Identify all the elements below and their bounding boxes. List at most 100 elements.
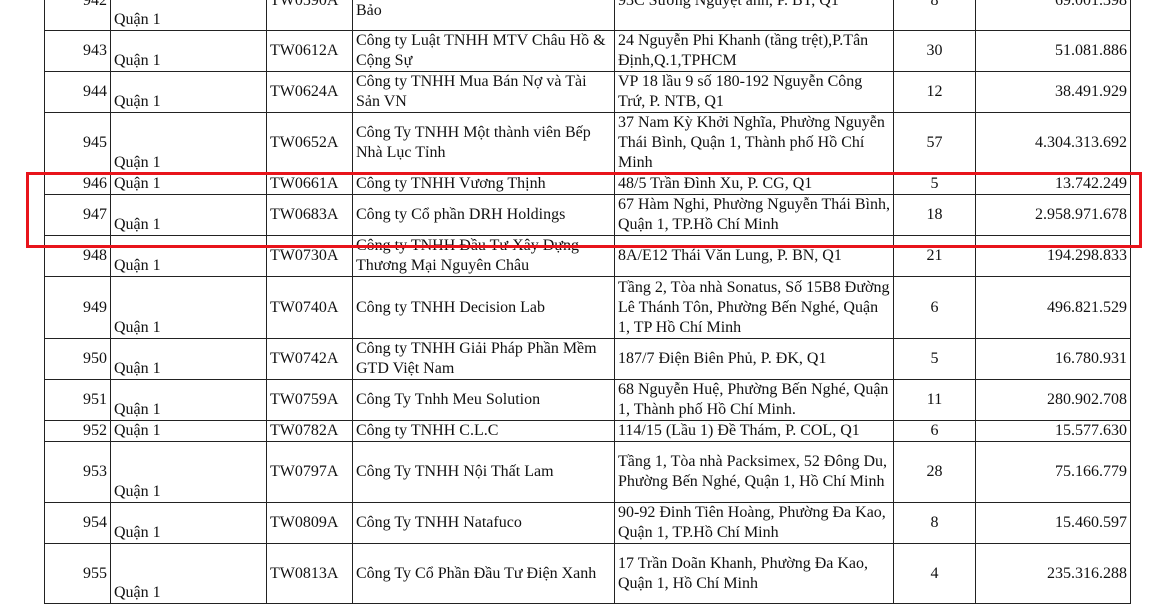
cell-company: Công Ty TNHH Natafuco bbox=[352, 502, 615, 544]
cell-no: 948 bbox=[44, 235, 111, 277]
cell-district: Quận 1 bbox=[110, 276, 267, 339]
cell-employees: 5 bbox=[893, 338, 976, 380]
cell-district: Quận 1 bbox=[110, 30, 267, 72]
table-row: 945 Quận 1 TW0652A Công Ty TNHH Một thành v… bbox=[44, 112, 1131, 174]
cell-district: Quận 1 bbox=[110, 194, 267, 236]
cell-address: 67 Hàm Nghi, Phường Nguyễn Thái Bình, Qu… bbox=[614, 194, 894, 236]
cell-employees: 12 bbox=[893, 71, 976, 113]
cell-company: Công Ty Tnhh Meu Solution bbox=[352, 379, 615, 421]
cell-address: Tầng 2, Tòa nhà Sonatus, Số 15B8 Đường L… bbox=[614, 276, 894, 339]
cell-no: 947 bbox=[44, 194, 111, 236]
cell-employees: 4 bbox=[893, 543, 976, 604]
cell-amount: 496.821.529 bbox=[975, 276, 1131, 339]
cell-district: Quận 1 bbox=[110, 0, 267, 31]
cell-company: Công ty TNHH C.L.C bbox=[352, 420, 615, 442]
cell-employees: 18 bbox=[893, 194, 976, 236]
cell-company: Công Ty TNHH Nội Thất Lam bbox=[352, 441, 615, 503]
cell-code: TW0612A bbox=[266, 30, 353, 72]
cell-company: Công Ty Cổ Phần Đầu Tư Điện Xanh bbox=[352, 543, 615, 604]
table-row: 948 Quận 1 TW0730A Công ty TNHH Đầu Tư Xây … bbox=[44, 235, 1131, 277]
cell-address: 48/5 Trần Đình Xu, P. CG, Q1 bbox=[614, 173, 894, 195]
cell-amount: 235.316.288 bbox=[975, 543, 1131, 604]
cell-address: 68 Nguyễn Huệ, Phường Bến Nghé, Quận 1, … bbox=[614, 379, 894, 421]
cell-employees: 8 bbox=[893, 502, 976, 544]
cell-code: TW0683A bbox=[266, 194, 353, 236]
cell-employees: 6 bbox=[893, 276, 976, 339]
cell-address: 90-92 Đinh Tiên Hoàng, Phường Đa Kao, Qu… bbox=[614, 502, 894, 544]
cell-amount: 51.081.886 bbox=[975, 30, 1131, 72]
cell-district: Quận 1 bbox=[110, 502, 267, 544]
cell-district: Quận 1 bbox=[110, 420, 267, 442]
cell-no: 950 bbox=[44, 338, 111, 380]
cell-code: TW0742A bbox=[266, 338, 353, 380]
cell-code: TW0624A bbox=[266, 71, 353, 113]
cell-amount: 13.742.249 bbox=[975, 173, 1131, 195]
cell-code: TW0782A bbox=[266, 420, 353, 442]
cell-code: TW0661A bbox=[266, 173, 353, 195]
cell-employees: 6 bbox=[893, 420, 976, 442]
cell-amount: 2.958.971.678 bbox=[975, 194, 1131, 236]
table-row: 952 Quận 1 TW0782A Công ty TNHH C.L.C 114/15… bbox=[44, 420, 1131, 442]
cell-code: TW0759A bbox=[266, 379, 353, 421]
cell-amount: 38.491.929 bbox=[975, 71, 1131, 113]
cell-no: 951 bbox=[44, 379, 111, 421]
table-row: 950 Quận 1 TW0742A Công ty TNHH Giải Pháp P… bbox=[44, 338, 1131, 380]
cell-code: TW0590A bbox=[266, 0, 353, 31]
cell-address: 17 Trần Doãn Khanh, Phường Đa Kao, Quận … bbox=[614, 543, 894, 604]
cell-no: 955 bbox=[44, 543, 111, 604]
cell-no: 949 bbox=[44, 276, 111, 339]
cell-amount: 280.902.708 bbox=[975, 379, 1131, 421]
cell-employees: 21 bbox=[893, 235, 976, 277]
cell-code: TW0652A bbox=[266, 112, 353, 174]
cell-address: 8A/E12 Thái Văn Lung, P. BN, Q1 bbox=[614, 235, 894, 277]
table-row: 955 Quận 1 TW0813A Công Ty Cổ Phần Đầu Tư Đ… bbox=[44, 543, 1131, 604]
cell-district: Quận 1 bbox=[110, 441, 267, 503]
cell-company: Công ty TNHH TM DV Du Lịch Hữu Bảo bbox=[352, 0, 615, 31]
cell-company: Công ty TNHH Đầu Tư Xây Dựng Thương Mại … bbox=[352, 235, 615, 277]
table-row: 951 Quận 1 TW0759A Công Ty Tnhh Meu Solutio… bbox=[44, 379, 1131, 421]
cell-no: 952 bbox=[44, 420, 111, 442]
cell-employees: 11 bbox=[893, 379, 976, 421]
table-row: 943 Quận 1 TW0612A Công ty Luật TNHH MTV Ch… bbox=[44, 30, 1131, 72]
cell-address: Tầng 1, Tòa nhà Packsimex, 52 Đông Du, P… bbox=[614, 441, 894, 503]
cell-amount: 15.460.597 bbox=[975, 502, 1131, 544]
cell-code: TW0809A bbox=[266, 502, 353, 544]
cell-company: Công ty Luật TNHH MTV Châu Hồ & Cộng Sự bbox=[352, 30, 615, 72]
cell-address: 114/15 (Lầu 1) Đề Thám, P. COL, Q1 bbox=[614, 420, 894, 442]
cell-amount: 69.001.398 bbox=[975, 0, 1131, 31]
cell-no: 953 bbox=[44, 441, 111, 503]
cell-code: TW0813A bbox=[266, 543, 353, 604]
table-row: 947 Quận 1 TW0683A Công ty Cổ phần DRH Hold… bbox=[44, 194, 1131, 236]
cell-no: 942 bbox=[44, 0, 111, 31]
table-row: 949 Quận 1 TW0740A Công ty TNHH Decision La… bbox=[44, 276, 1131, 339]
cell-district: Quận 1 bbox=[110, 338, 267, 380]
cell-employees: 5 bbox=[893, 173, 976, 195]
table-row: 953 Quận 1 TW0797A Công Ty TNHH Nội Thất La… bbox=[44, 441, 1131, 503]
cell-district: Quận 1 bbox=[110, 543, 267, 604]
cell-company: Công ty Cổ phần DRH Holdings bbox=[352, 194, 615, 236]
cell-address: VP 18 lầu 9 số 180-192 Nguyễn Công Trứ, … bbox=[614, 71, 894, 113]
cell-address: 24 Nguyễn Phi Khanh (tầng trệt),P.Tân Đị… bbox=[614, 30, 894, 72]
cell-district: Quận 1 bbox=[110, 112, 267, 174]
cell-company: Công ty TNHH Decision Lab bbox=[352, 276, 615, 339]
cell-no: 954 bbox=[44, 502, 111, 544]
cell-amount: 16.780.931 bbox=[975, 338, 1131, 380]
table-row: 954 Quận 1 TW0809A Công Ty TNHH Natafuco 90-… bbox=[44, 502, 1131, 544]
cell-amount: 4.304.313.692 bbox=[975, 112, 1131, 174]
cell-amount: 15.577.630 bbox=[975, 420, 1131, 442]
cell-company: Công ty TNHH Vương Thịnh bbox=[352, 173, 615, 195]
cell-employees: 30 bbox=[893, 30, 976, 72]
cell-no: 944 bbox=[44, 71, 111, 113]
cell-district: Quận 1 bbox=[110, 71, 267, 113]
cell-company: Công Ty TNHH Một thành viên Bếp Nhà Lục … bbox=[352, 112, 615, 174]
cell-address: 93C Sương Nguyệt ánh, P. BT, Q1 bbox=[614, 0, 894, 31]
cell-company: Công ty TNHH Mua Bán Nợ và Tài Sản VN bbox=[352, 71, 615, 113]
cell-district: Quận 1 bbox=[110, 379, 267, 421]
cell-amount: 194.298.833 bbox=[975, 235, 1131, 277]
cell-district: Quận 1 bbox=[110, 235, 267, 277]
cell-code: TW0730A bbox=[266, 235, 353, 277]
cell-code: TW0740A bbox=[266, 276, 353, 339]
cell-employees: 57 bbox=[893, 112, 976, 174]
